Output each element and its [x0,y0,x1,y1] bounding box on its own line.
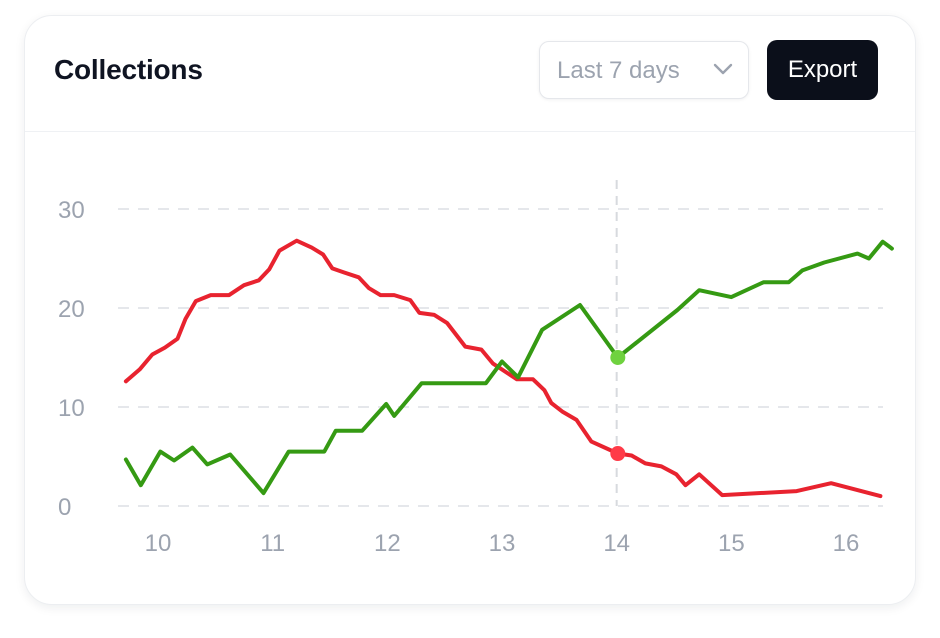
x-tick-label: 15 [718,530,745,557]
x-tick-label: 11 [260,530,285,557]
series-line-0 [123,238,883,499]
series-highlight-point-1[interactable] [610,350,626,365]
chevron-down-icon [713,63,733,75]
x-tick-label: 13 [489,530,516,557]
y-tick-label: 0 [58,494,71,521]
series-layer [123,238,894,499]
grid-layer [118,180,883,507]
card-title: Collections [54,54,203,85]
axis-labels: 0 10 20 30 10 11 12 13 14 15 16 [58,197,859,557]
y-tick-label: 20 [58,296,85,323]
x-tick-label: 12 [374,530,401,557]
y-tick-label: 30 [58,197,85,224]
date-range-value: Last 7 days [557,57,680,84]
series-highlight-point-0[interactable] [610,446,626,462]
export-button[interactable]: Export [767,40,878,100]
x-tick-label: 16 [833,530,860,557]
series-line-1 [123,239,894,496]
marker-layer [610,350,626,462]
collections-card: Collections Last 7 days Export [24,15,916,605]
date-range-select[interactable]: Last 7 days [539,41,749,99]
card-header: Collections Last 7 days Export [25,16,915,132]
x-tick-label: 10 [145,530,172,557]
y-tick-label: 10 [58,395,85,422]
x-tick-label: 14 [603,530,630,557]
